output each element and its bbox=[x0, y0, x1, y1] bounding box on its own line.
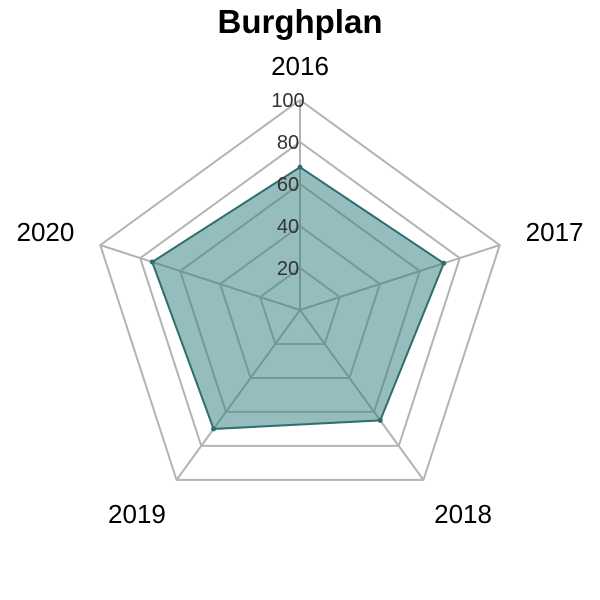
grid-ring bbox=[139, 140, 461, 447]
category-label: 2020 bbox=[16, 217, 74, 247]
data-point bbox=[297, 164, 303, 170]
data-point bbox=[377, 417, 383, 423]
grid-ring-inner bbox=[219, 225, 381, 379]
radial-tick-label: 40 bbox=[277, 216, 299, 238]
chart-title: Burghplan bbox=[217, 3, 383, 40]
category-label: 2018 bbox=[434, 499, 492, 529]
grid-ring-inner bbox=[179, 183, 421, 413]
data-point bbox=[149, 259, 155, 265]
category-label: 2016 bbox=[271, 51, 329, 81]
data-point bbox=[211, 426, 217, 432]
data-point bbox=[441, 260, 447, 266]
category-label: 2017 bbox=[526, 217, 584, 247]
grid-ring-inner bbox=[259, 267, 341, 345]
radial-tick-label: 100 bbox=[271, 90, 304, 112]
grid-ring bbox=[99, 98, 501, 481]
radial-tick-label: 60 bbox=[277, 174, 299, 196]
radial-tick-label: 20 bbox=[277, 258, 299, 280]
category-label: 2019 bbox=[108, 499, 166, 529]
radial-tick-label: 80 bbox=[277, 132, 299, 154]
series-area bbox=[150, 166, 446, 430]
